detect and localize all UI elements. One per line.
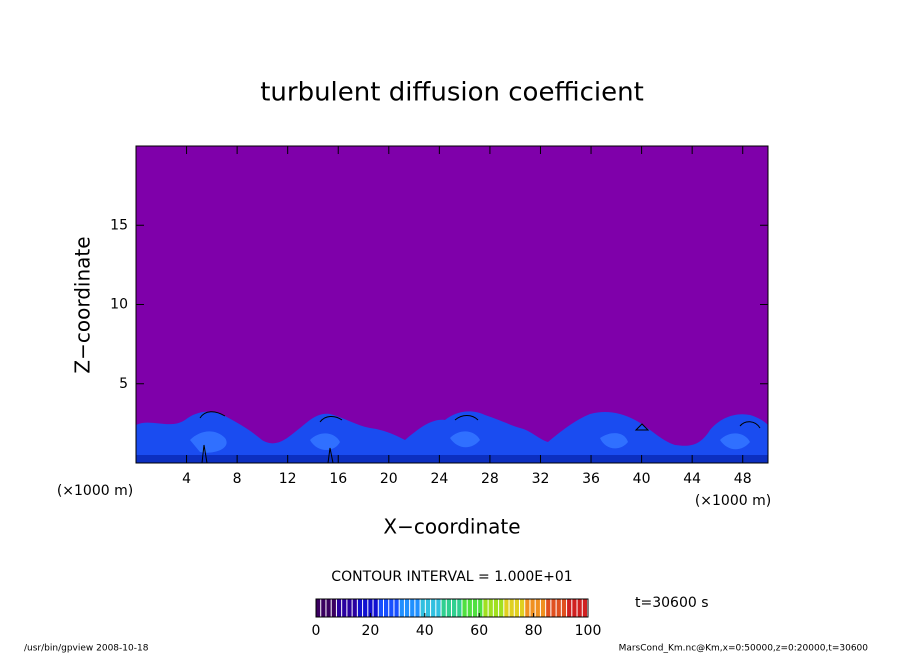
colorbar-stripe: [551, 599, 556, 617]
x-axis-label: X−coordinate: [383, 515, 520, 539]
colorbar-stripe: [530, 599, 535, 617]
colorbar-stripe: [535, 599, 540, 617]
colorbar-stripe: [514, 599, 519, 617]
chart-title: turbulent diffusion coefficient: [260, 78, 644, 108]
colorbar-stripe: [483, 599, 488, 617]
colorbar-stripe: [572, 599, 577, 617]
colorbar-stripe: [567, 599, 572, 617]
colorbar-stripe: [540, 599, 546, 617]
x-tick-label: 24: [430, 471, 448, 487]
colorbar-tick-label: 60: [470, 623, 488, 639]
colorbar-stripe: [488, 599, 493, 617]
contour-interval: CONTOUR INTERVAL = 1.000E+01: [331, 569, 572, 585]
x-tick-label: 44: [683, 471, 701, 487]
colorbar-stripe: [336, 599, 342, 617]
colorbar-stripe: [373, 599, 378, 617]
x-unit-label: (×1000 m): [695, 493, 771, 509]
colorbar-stripe: [399, 599, 404, 617]
x-tick-label: 40: [633, 471, 651, 487]
colorbar-stripe: [462, 599, 467, 617]
colorbar-stripe: [321, 599, 326, 617]
colorbar-tick-label: 20: [361, 623, 379, 639]
y-unit-label: (×1000 m): [57, 483, 133, 499]
x-tick-label: 4: [182, 471, 191, 487]
colorbar-stripe: [384, 599, 389, 617]
x-tick-label: 28: [481, 471, 499, 487]
colorbar-stripe: [378, 599, 383, 617]
colorbar-stripe: [331, 599, 336, 617]
footer-right: MarsCond_Km.nc@Km,x=0:50000,z=0:20000,t=…: [619, 644, 869, 654]
colorbar-stripe: [436, 599, 441, 617]
colorbar-stripe: [520, 599, 525, 617]
colorbar-tick-label: 0: [312, 623, 321, 639]
x-tick-label: 12: [279, 471, 297, 487]
colorbar-stripe: [577, 599, 582, 617]
colorbar-stripe: [504, 599, 509, 617]
colorbar-stripe: [415, 599, 420, 617]
colorbar-stripe: [347, 599, 352, 617]
colorbar-stripe: [431, 599, 436, 617]
y-tick-label: 10: [110, 297, 128, 313]
colorbar-stripe: [509, 599, 514, 617]
plot-background: [136, 146, 768, 463]
colorbar-stripe: [425, 599, 431, 617]
colorbar-stripe: [368, 599, 373, 617]
colorbar-stripe: [457, 599, 462, 617]
colorbar-stripe: [452, 599, 457, 617]
colorbar-stripe: [357, 599, 363, 617]
colorbar-stripe: [478, 599, 483, 617]
x-tick-label: 36: [582, 471, 600, 487]
colorbar-stripe: [582, 599, 587, 617]
y-axis-label: Z−coordinate: [71, 236, 95, 373]
colorbar-stripe: [404, 599, 410, 617]
colorbar-stripe: [342, 599, 347, 617]
colorbar-stripe: [525, 599, 530, 617]
field-shading: [136, 411, 768, 464]
x-tick-label: 16: [329, 471, 347, 487]
x-tick-label: 48: [734, 471, 752, 487]
colorbar-stripe: [472, 599, 478, 617]
colorbar-tick-label: 40: [416, 623, 434, 639]
colorbar-frame: [315, 598, 589, 618]
x-tick-label: 8: [233, 471, 242, 487]
colorbar-stripe: [499, 599, 504, 617]
colorbar-stripe: [441, 599, 446, 617]
colorbar-stripe: [352, 599, 357, 617]
colorbar-stripe: [493, 599, 499, 617]
colorbar-stripe: [410, 599, 415, 617]
colorbar-stripe: [556, 599, 561, 617]
y-tick-label: 15: [110, 217, 128, 233]
colorbar-stripe: [394, 599, 399, 617]
colorbar-stripe: [546, 599, 551, 617]
footer-left: /usr/bin/gpview 2008-10-18: [24, 644, 149, 654]
colorbar-stripe: [467, 599, 472, 617]
colorbar-tick-label: 80: [525, 623, 543, 639]
colorbar-stripe: [316, 599, 321, 617]
colorbar-stripe: [561, 599, 567, 617]
x-tick-label: 20: [380, 471, 398, 487]
colorbar-stripe: [420, 599, 425, 617]
colorbar-stripe: [363, 599, 368, 617]
x-tick-label: 32: [532, 471, 550, 487]
colorbar-tick-label: 100: [575, 623, 602, 639]
colorbar-stripe: [326, 599, 331, 617]
time-label: t=30600 s: [635, 595, 709, 611]
colorbar-stripe: [446, 599, 451, 617]
y-tick-label: 5: [119, 376, 128, 392]
colorbar-stripe: [389, 599, 394, 617]
